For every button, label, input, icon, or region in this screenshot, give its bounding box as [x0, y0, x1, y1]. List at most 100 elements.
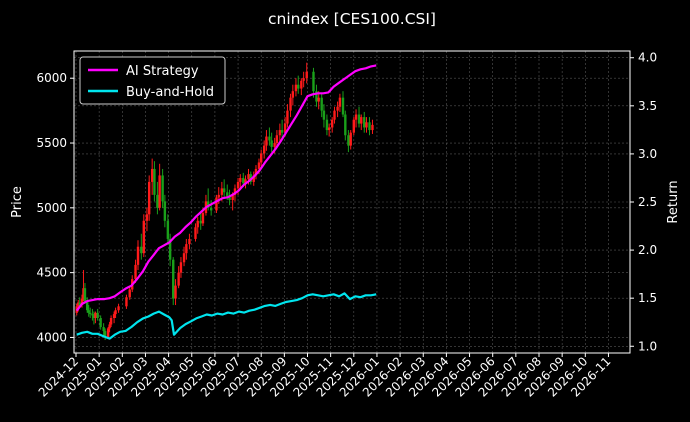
- legend-label-ai-strategy: AI Strategy: [126, 64, 199, 79]
- y-tick-label-left: 4500: [36, 266, 67, 280]
- price-candle: [177, 272, 180, 286]
- price-candle: [294, 84, 298, 92]
- price-candle: [368, 122, 371, 131]
- price-candle: [99, 318, 102, 328]
- price-candle: [199, 220, 202, 224]
- price-candle: [317, 97, 320, 102]
- price-candle: [94, 312, 97, 319]
- price-candle: [206, 201, 210, 208]
- price-candle: [273, 143, 276, 147]
- price-candle: [78, 302, 81, 306]
- price-candle: [114, 310, 117, 315]
- price-candle: [242, 178, 245, 184]
- price-candle: [172, 259, 175, 299]
- price-candle: [185, 244, 188, 254]
- price-candle: [289, 97, 292, 111]
- price-candle: [209, 207, 213, 211]
- price-candle: [347, 135, 350, 146]
- price-candle: [341, 97, 345, 115]
- price-candle: [315, 91, 318, 102]
- price-candle: [336, 106, 339, 111]
- y-tick-label-right: 4.0: [638, 51, 657, 65]
- series-line-buy-and-hold: [76, 292, 377, 340]
- price-candle: [260, 153, 263, 163]
- price-candle: [338, 97, 342, 107]
- price-candle: [196, 220, 199, 228]
- price-candle: [88, 312, 92, 315]
- price-candle: [363, 117, 366, 128]
- price-candle: [257, 162, 261, 169]
- y-axis-left: 4000 4500 5000 5500 6000: [36, 71, 74, 344]
- price-candle: [247, 174, 250, 180]
- price-candle: [153, 168, 156, 195]
- price-candle: [150, 168, 154, 182]
- legend: AI Strategy Buy-and-Hold: [79, 56, 226, 105]
- price-candle: [252, 175, 255, 182]
- y-axis-label-right: Return: [666, 180, 681, 223]
- price-candle: [87, 310, 90, 313]
- y-tick-label-left: 5000: [36, 201, 67, 215]
- price-candle: [244, 179, 247, 184]
- price-candle: [236, 181, 240, 189]
- price-candle: [283, 123, 287, 133]
- price-candle: [134, 264, 137, 280]
- price-candle: [231, 194, 234, 201]
- price-candle: [357, 114, 361, 124]
- price-candle: [83, 288, 87, 302]
- price-candle: [349, 132, 352, 146]
- price-candle: [302, 78, 305, 81]
- price-candle: [262, 145, 266, 154]
- price-candle: [360, 117, 363, 124]
- y-axis-label-left: Price: [10, 186, 25, 218]
- price-candle: [145, 214, 149, 221]
- price-candle: [217, 194, 220, 198]
- price-candle: [222, 188, 226, 193]
- y-tick-label-right: 3.5: [638, 99, 657, 113]
- price-candle: [354, 114, 358, 120]
- price-candle: [112, 314, 116, 319]
- price-candle: [254, 168, 258, 176]
- y-tick-label-right: 1.0: [638, 339, 657, 353]
- price-candle: [322, 110, 326, 120]
- y-tick-label-left: 5500: [36, 136, 67, 150]
- price-candle: [333, 110, 336, 120]
- price-candle: [106, 328, 110, 338]
- price-candle: [161, 175, 164, 202]
- price-candle: [96, 312, 99, 319]
- return-lines: [75, 64, 377, 340]
- price-candle: [158, 175, 161, 208]
- price-candle: [371, 124, 374, 131]
- y-tick-label-right: 3.0: [638, 147, 657, 161]
- price-candle: [117, 306, 120, 311]
- grid: [74, 51, 630, 353]
- price-candle: [147, 181, 151, 215]
- price-candle: [215, 197, 218, 211]
- price-candle: [179, 262, 183, 273]
- price-candle: [365, 122, 368, 128]
- price-candle: [268, 136, 271, 141]
- price-candle: [280, 130, 284, 133]
- price-candle: [291, 91, 295, 98]
- series-line-ai-strategy: [75, 64, 377, 312]
- price-candle: [201, 213, 205, 224]
- price-candles: [75, 62, 374, 341]
- price-candle: [128, 289, 131, 298]
- price-candle: [265, 136, 268, 146]
- price-candle: [286, 110, 289, 124]
- price-candle: [312, 71, 315, 92]
- y-axis-right: 1.0 1.5 2.0 2.5 3.0 3.5 4.0: [630, 51, 657, 353]
- chart-title: cnindex [CES100.CSI]: [268, 10, 436, 28]
- price-candle: [168, 238, 172, 260]
- price-candle: [344, 114, 347, 136]
- price-candle: [352, 119, 355, 133]
- price-candle: [220, 188, 224, 195]
- price-candle: [86, 301, 89, 311]
- price-candle: [226, 192, 229, 197]
- price-candle: [82, 288, 85, 299]
- price-candle: [140, 246, 143, 254]
- price-candle: [188, 238, 191, 245]
- price-candle: [228, 196, 231, 201]
- price-candle: [325, 119, 329, 131]
- price-candle: [320, 97, 323, 111]
- y-tick-label-right: 2.0: [638, 243, 657, 257]
